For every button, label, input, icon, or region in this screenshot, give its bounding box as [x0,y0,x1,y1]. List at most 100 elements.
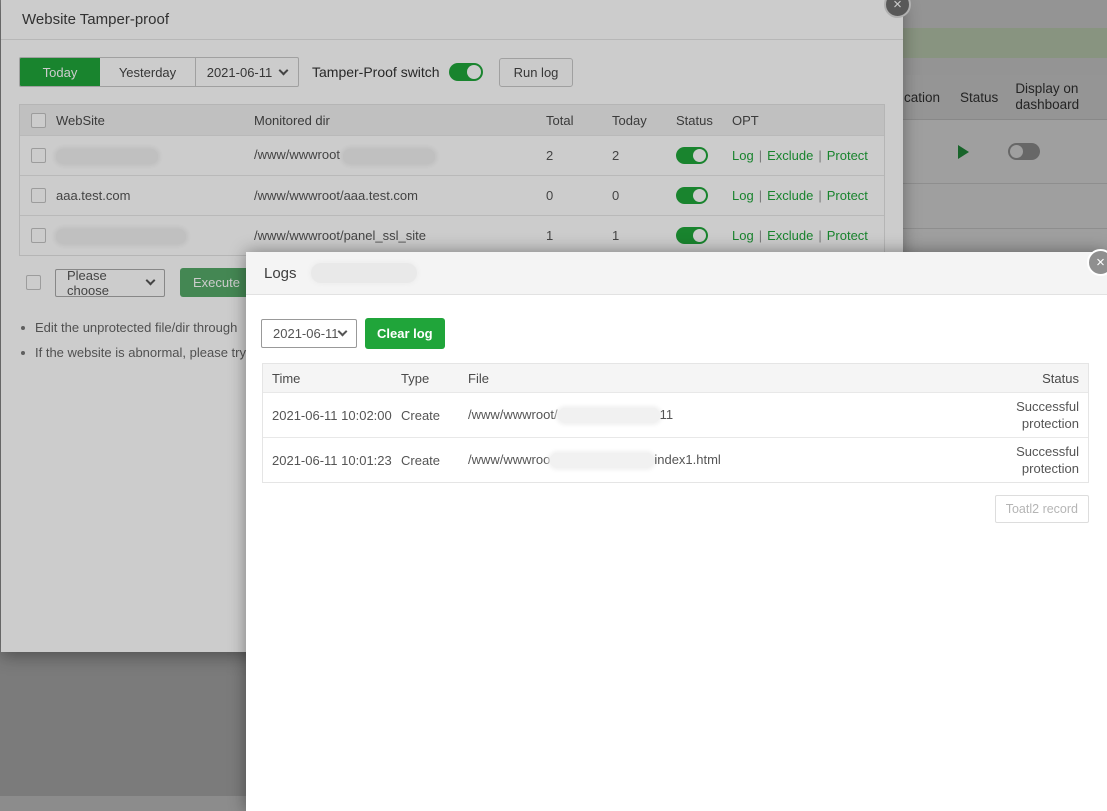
status-toggle[interactable] [676,147,708,164]
website-name: aaa.test.com [56,188,131,203]
date-select[interactable]: 2021-06-11 [196,58,298,86]
protect-link[interactable]: Protect [826,188,868,203]
log-file-prefix: /www/wwwroo [468,451,551,467]
log-type: Create [401,407,441,423]
col-today: Today [612,112,647,128]
redacted-path [557,408,660,424]
status-toggle[interactable] [676,187,708,204]
log-type: Create [401,452,441,468]
redacted-path [550,453,655,469]
background-table-row [903,184,1107,229]
log-file-suffix: 11 [659,406,674,422]
col-file: File [468,370,489,386]
bulk-action-row: Please choose Execute [19,267,903,298]
dialog-title: Website Tamper-proof [1,0,903,40]
log-link[interactable]: Log [732,148,754,163]
col-opt: OPT [732,112,759,128]
log-link[interactable]: Log [732,228,754,243]
row-checkbox[interactable] [30,188,46,203]
tamper-toolbar: Today Yesterday 2021-06-11 Tamper-Proof … [19,57,903,87]
today-count: 1 [612,228,620,243]
bulk-checkbox[interactable] [26,275,41,290]
col-monitored-dir: Monitored dir [254,112,330,128]
log-file-suffix: index1.html [654,451,721,467]
help-notes: Edit the unprotected file/dir through If… [21,320,903,360]
link-separator: | [818,188,822,203]
link-separator: | [818,228,822,243]
clear-log-button[interactable]: Clear log [365,318,445,349]
col-status: Status [676,112,713,128]
tab-yesterday[interactable]: Yesterday [100,58,196,86]
website-table-header: WebSite Monitored dir Total Today Status… [20,104,884,135]
total-count: 2 [546,148,554,163]
toggle-knob [693,189,706,202]
link-separator: | [758,188,763,203]
exclude-link[interactable]: Exclude [767,148,814,163]
log-time: 2021-06-11 10:01:23 [272,452,392,468]
exclude-link[interactable]: Exclude [767,228,814,243]
row-checkbox[interactable] [30,148,46,163]
log-date-select[interactable]: 2021-06-11 [261,319,357,348]
note-item: Edit the unprotected file/dir through [21,320,903,335]
link-separator: | [758,148,763,163]
chevron-down-icon [337,326,348,337]
note-text: Edit the unprotected file/dir through [35,320,238,335]
redacted-website [56,148,158,164]
table-row: /www/wwwroot 2 2 Log | Exclude | Protect [20,135,884,175]
log-status: Successful protection [1016,399,1079,431]
background-col-display: Display on dashboard [1015,81,1080,112]
col-total: Total [546,112,574,128]
logs-title-bar: Logs [246,252,1107,295]
status-toggle[interactable] [676,227,708,244]
tamper-proof-toggle[interactable] [448,63,483,81]
close-icon[interactable]: × [884,0,911,18]
log-file-prefix: /www/wwwroot/ [468,406,558,422]
log-date-value: 2021-06-11 [273,326,339,341]
toggle-knob [693,229,706,242]
background-table-header: cation Status Display on dashboard [903,75,1107,120]
close-icon[interactable]: × [1087,249,1107,276]
background-table-row [903,120,1107,184]
close-glyph: × [1096,254,1105,271]
date-select-value: 2021-06-11 [206,64,273,80]
link-separator: | [818,148,822,163]
select-all-checkbox[interactable] [30,112,46,128]
table-row: /www/wwwroot/panel_ssl_site 1 1 Log | Excl… [20,215,884,255]
monitored-dir: /www/wwwroot [254,147,340,163]
col-website: WebSite [56,112,105,128]
logs-controls: 2021-06-11 Clear log [261,318,1107,349]
play-icon[interactable] [958,144,969,159]
total-count: 0 [546,188,554,203]
protect-link[interactable]: Protect [826,148,868,163]
tab-today[interactable]: Today [20,58,100,86]
note-text: If the website is abnormal, please try [35,345,246,360]
display-on-dashboard-toggle[interactable] [1008,143,1040,160]
log-link[interactable]: Log [732,188,754,203]
close-glyph: × [893,0,902,13]
background-col-status: Status [960,89,999,105]
log-row: 2021-06-11 10:02:00 Create /www/wwwroot/… [263,392,1088,437]
logs-table-header: Time Type File Status [263,363,1088,392]
col-time: Time [272,370,301,386]
link-separator: | [758,228,763,243]
run-log-button[interactable]: Run log [498,57,574,87]
toggle-knob [1010,145,1023,158]
monitored-dir: /www/wwwroot/aaa.test.com [254,188,418,203]
log-status: Successful protection [1016,444,1079,476]
dialog-title: Logs [264,264,297,282]
toggle-knob [693,149,706,162]
license-banner [903,28,1107,58]
logs-dialog: × Logs 2021-06-11 Clear log Time Type Fi… [246,249,1107,811]
redacted-site-name [310,263,417,283]
bulk-select-value: Please choose [67,267,109,298]
total-count: 1 [546,228,554,243]
bulk-action-select[interactable]: Please choose [55,267,165,298]
table-row: aaa.test.com /www/wwwroot/aaa.test.com 0… [20,175,884,215]
bullet-icon [21,325,25,330]
exclude-link[interactable]: Exclude [767,188,814,203]
execute-button[interactable]: Execute [180,268,253,297]
row-checkbox[interactable] [30,228,46,243]
tamper-switch-label: Tamper-Proof switch [312,64,440,80]
protect-link[interactable]: Protect [826,228,868,243]
total-records-button[interactable]: Toatl2 record [994,495,1089,523]
